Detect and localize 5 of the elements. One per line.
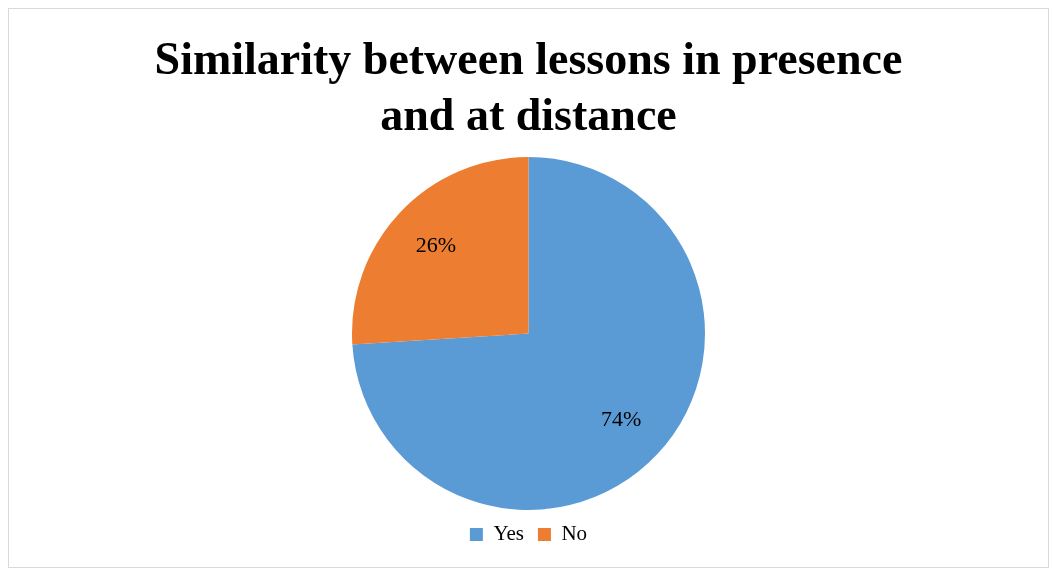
legend-label: No <box>561 521 588 546</box>
data-label: 26% <box>415 232 457 258</box>
data-label: 74% <box>600 406 642 432</box>
legend-label: Yes <box>493 521 524 546</box>
chart-title: Similarity between lessons in presence and at distance <box>153 32 904 142</box>
